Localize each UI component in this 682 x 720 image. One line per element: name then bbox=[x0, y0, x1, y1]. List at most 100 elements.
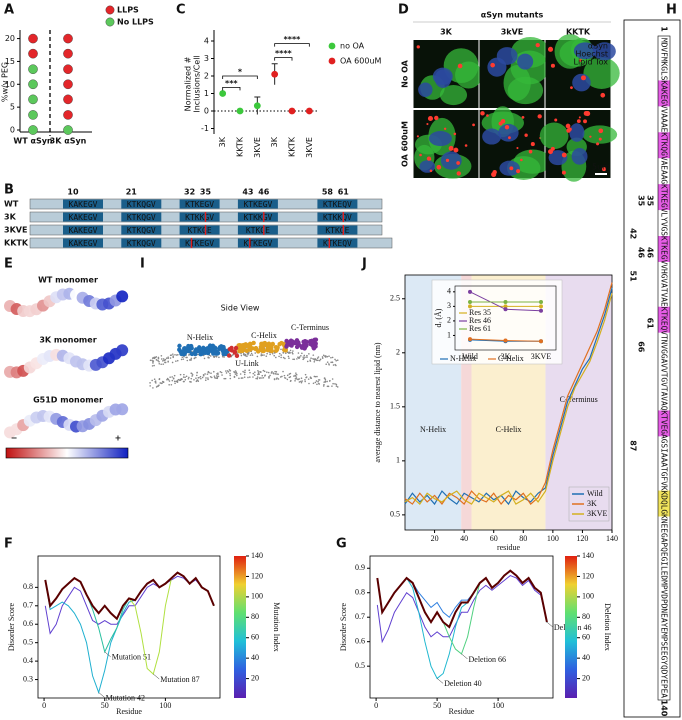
lipid bbox=[316, 357, 319, 359]
motif bbox=[179, 199, 220, 209]
x-tick-label: 3KVE bbox=[253, 137, 262, 158]
lipid-droplet bbox=[508, 136, 511, 140]
lipid bbox=[296, 378, 299, 381]
lipid bbox=[294, 374, 297, 377]
y-axis-label: %w/v PEG bbox=[1, 62, 10, 102]
lipid bbox=[247, 376, 249, 379]
line-series bbox=[44, 571, 215, 621]
lipid bbox=[249, 354, 252, 356]
motif-text: KTKQGV bbox=[127, 226, 156, 235]
lipid bbox=[306, 356, 308, 358]
lipid bbox=[243, 352, 245, 355]
panel-label: G bbox=[336, 537, 347, 552]
lipid bbox=[258, 373, 260, 375]
cell bbox=[439, 84, 468, 106]
lipid bbox=[321, 357, 324, 359]
marker bbox=[539, 300, 543, 304]
surface-blob bbox=[116, 290, 129, 303]
lipid-droplet bbox=[445, 158, 450, 163]
helix-atom bbox=[290, 339, 295, 344]
panel-label: C bbox=[176, 3, 186, 18]
lipid bbox=[268, 375, 270, 378]
lipid bbox=[330, 356, 332, 359]
x-tick-label: 50 bbox=[433, 701, 441, 710]
dot bbox=[63, 64, 73, 74]
region-label: N-Helix bbox=[420, 425, 446, 434]
dot bbox=[219, 90, 227, 97]
colorbar-tick-label: 20 bbox=[251, 673, 259, 682]
helix-atom bbox=[299, 345, 305, 350]
position-label: 58 bbox=[322, 188, 334, 197]
x-tick-label: WT αSyn bbox=[13, 137, 53, 146]
lipid bbox=[332, 382, 334, 385]
motif bbox=[121, 225, 162, 235]
lipid bbox=[279, 376, 282, 378]
lipid-droplet bbox=[443, 127, 447, 130]
y-tick-label: 2 bbox=[447, 316, 451, 325]
lipid-droplet bbox=[434, 115, 439, 121]
lipid bbox=[322, 354, 325, 357]
y-tick-label: 0.5 bbox=[355, 661, 365, 670]
motif-text: KTKKGV bbox=[185, 213, 214, 222]
lipid bbox=[234, 373, 237, 375]
lipid bbox=[317, 359, 319, 362]
y-tick-label: 1.5 bbox=[390, 402, 400, 411]
cell bbox=[582, 125, 618, 144]
lipid bbox=[244, 369, 246, 372]
lipid bbox=[257, 373, 259, 376]
lipid bbox=[265, 355, 268, 357]
lipid bbox=[280, 356, 282, 359]
lipid bbox=[225, 372, 228, 374]
dot bbox=[63, 125, 73, 135]
lipid bbox=[296, 358, 298, 360]
lipid bbox=[335, 383, 338, 386]
motif bbox=[63, 238, 103, 248]
lipid bbox=[323, 383, 325, 386]
lipid bbox=[175, 380, 178, 383]
site-label: 35 bbox=[646, 195, 655, 207]
lipid bbox=[310, 357, 312, 360]
lipid bbox=[331, 385, 333, 387]
bracket bbox=[222, 86, 241, 91]
sequence-start: 1 bbox=[660, 26, 669, 32]
lipid-droplet bbox=[491, 171, 497, 178]
surface-blob bbox=[116, 403, 129, 416]
row-label: No OA bbox=[401, 59, 410, 88]
helix-atom bbox=[193, 349, 198, 354]
lipid bbox=[217, 372, 219, 374]
lipid bbox=[276, 373, 278, 375]
lipid bbox=[240, 354, 243, 357]
dot bbox=[28, 48, 38, 59]
lipid-droplet bbox=[480, 111, 485, 116]
significance: **** bbox=[284, 35, 302, 44]
lipid bbox=[175, 360, 177, 362]
lipid bbox=[326, 380, 328, 383]
dot bbox=[63, 79, 73, 90]
lipid bbox=[332, 364, 335, 366]
colorbar-tick-label: 40 bbox=[582, 653, 590, 662]
lipid bbox=[313, 359, 316, 361]
charge-scale bbox=[5, 447, 129, 459]
y-tick-label: 1 bbox=[396, 456, 400, 465]
lipid bbox=[203, 357, 206, 360]
lipid bbox=[304, 356, 306, 359]
nucleus bbox=[572, 73, 591, 92]
legend-marker bbox=[105, 5, 115, 15]
lipid bbox=[177, 378, 180, 381]
lipid bbox=[193, 357, 196, 359]
panel-label: I bbox=[140, 257, 145, 272]
panel-label: A bbox=[4, 3, 14, 18]
x-axis-label: Residue bbox=[116, 707, 142, 716]
lipid bbox=[183, 373, 185, 376]
lipid-droplet bbox=[472, 123, 475, 127]
lipid bbox=[167, 378, 170, 381]
lipid bbox=[196, 371, 198, 374]
lipid bbox=[275, 356, 277, 359]
lipid bbox=[269, 374, 271, 377]
lipid bbox=[328, 363, 330, 365]
sequence-box bbox=[623, 19, 681, 718]
micrograph bbox=[479, 37, 550, 108]
y-tick-label: 0.6 bbox=[355, 637, 365, 646]
lipid-droplet bbox=[547, 46, 554, 52]
dot bbox=[28, 110, 38, 120]
